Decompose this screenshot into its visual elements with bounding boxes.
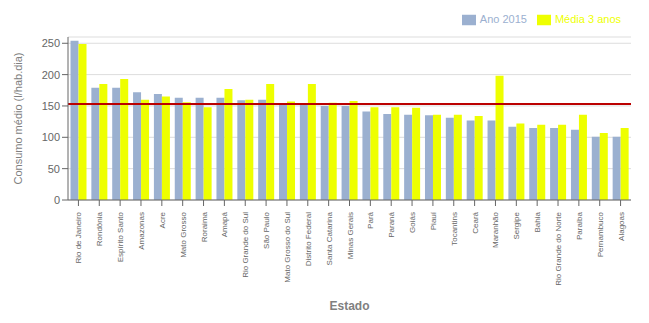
svg-text:Estado: Estado — [329, 299, 369, 313]
svg-text:Bahia: Bahia — [533, 211, 542, 232]
svg-text:Minas Gerais: Minas Gerais — [346, 212, 355, 259]
svg-text:150: 150 — [42, 100, 60, 112]
svg-text:Mato Grosso: Mato Grosso — [179, 211, 188, 257]
svg-text:100: 100 — [42, 131, 60, 143]
svg-text:0: 0 — [54, 194, 60, 206]
svg-text:Sergipe: Sergipe — [512, 211, 521, 239]
svg-text:São Paulo: São Paulo — [262, 211, 271, 248]
svg-text:Pernambuco: Pernambuco — [596, 211, 605, 257]
html-text:Ano 2015: Ano 2015 — [479, 13, 527, 25]
html-text:Média 3 anos: Média 3 anos — [555, 13, 621, 25]
svg-text:Consumo médio (l/hab.dia): Consumo médio (l/hab.dia) — [12, 52, 24, 184]
svg-text:Rio de Janeiro: Rio de Janeiro — [74, 211, 83, 263]
svg-text:Roraima: Roraima — [200, 211, 209, 242]
svg-text:200: 200 — [42, 69, 60, 81]
svg-text:Distrito Federal: Distrito Federal — [304, 212, 313, 266]
svg-text:250: 250 — [42, 37, 60, 49]
svg-text:Paraíba: Paraíba — [575, 211, 584, 240]
svg-text:Rondônia: Rondônia — [95, 211, 104, 246]
svg-text:Paraná: Paraná — [387, 211, 396, 237]
svg-text:Amapá: Amapá — [220, 211, 229, 237]
svg-text:Rio Grande do Norte: Rio Grande do Norte — [554, 211, 563, 285]
svg-text:Pará: Pará — [366, 211, 375, 228]
svg-text:Alagoas: Alagoas — [617, 212, 626, 241]
svg-text:Acre: Acre — [158, 211, 167, 228]
svg-text:Piauí: Piauí — [429, 211, 438, 230]
svg-text:Tocantins: Tocantins — [450, 212, 459, 246]
svg-text:50: 50 — [48, 163, 60, 175]
svg-text:Ceará: Ceará — [471, 211, 480, 233]
svg-text:Santa Catarina: Santa Catarina — [325, 211, 334, 265]
svg-text:Mato Grosso do Sul: Mato Grosso do Sul — [283, 212, 292, 283]
svg-text:Amazonas: Amazonas — [137, 212, 146, 250]
svg-text:Espírito Santo: Espírito Santo — [116, 211, 125, 262]
svg-text:Rio Grande do Sul: Rio Grande do Sul — [241, 212, 250, 278]
svg-text:Maranhão: Maranhão — [491, 211, 500, 248]
svg-text:Goiás: Goiás — [408, 212, 417, 233]
